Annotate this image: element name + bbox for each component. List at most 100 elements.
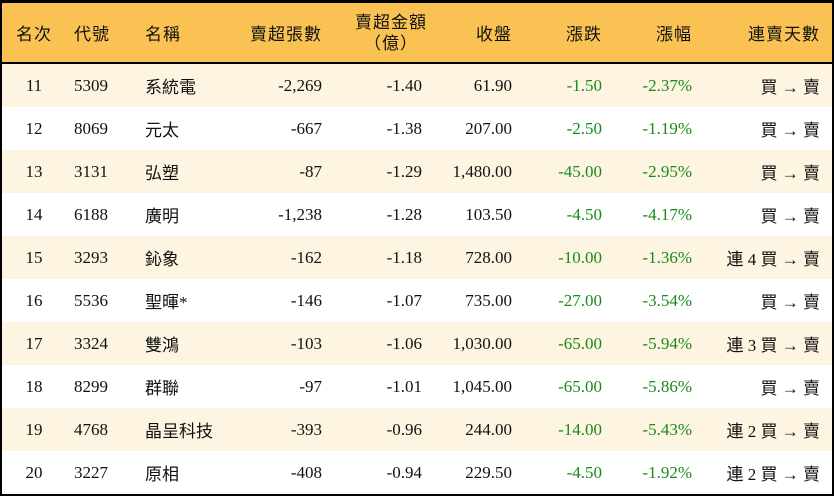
cell-change: -14.00 <box>558 419 602 439</box>
table-row[interactable]: 12 8069 元太 -667 -1.38 207.00 -2.50 -1.19% 買 → 賣 <box>2 107 832 150</box>
cell-pct: -5.94% <box>642 333 692 353</box>
cell-streak: 買 → 賣 <box>760 379 821 398</box>
cell-shares: -1,238 <box>278 204 322 224</box>
header-amount-line1: 賣超金額 <box>355 12 427 32</box>
cell-pct: -5.86% <box>642 376 692 396</box>
cell-streak: 連 2 買 → 賣 <box>726 422 821 441</box>
table-row[interactable]: 16 5536 聖暉* -146 -1.07 735.00 -27.00 -3.54% 買 → … <box>2 279 832 322</box>
header-change: 漲跌 <box>566 25 602 44</box>
cell-amount: -1.18 <box>386 247 422 267</box>
cell-rank: 19 <box>25 419 43 439</box>
cell-code: 4768 <box>74 419 108 439</box>
cell-name: 弘塑 <box>145 164 179 183</box>
cell-pct: -1.19% <box>642 118 692 138</box>
cell-code: 3227 <box>74 462 108 482</box>
cell-close: 229.50 <box>465 462 512 482</box>
cell-close: 728.00 <box>465 247 512 267</box>
cell-rank: 18 <box>25 376 43 396</box>
cell-amount: -1.29 <box>386 161 422 181</box>
cell-code: 3293 <box>74 247 108 267</box>
cell-change: -4.50 <box>566 462 602 482</box>
header-pct: 漲幅 <box>656 25 692 44</box>
cell-streak: 買 → 賣 <box>760 207 821 226</box>
cell-rank: 16 <box>25 290 43 310</box>
cell-shares: -393 <box>290 419 322 439</box>
cell-name: 晶呈科技 <box>145 422 213 441</box>
header-rank: 名次 <box>16 25 52 44</box>
cell-close: 207.00 <box>465 118 512 138</box>
header-code: 代號 <box>74 25 110 44</box>
cell-shares: -162 <box>290 247 322 267</box>
cell-change: -27.00 <box>558 290 602 310</box>
cell-pct: -2.37% <box>642 75 692 95</box>
cell-streak: 買 → 賣 <box>760 121 821 140</box>
cell-code: 5536 <box>74 290 108 310</box>
cell-close: 1,045.00 <box>452 376 513 396</box>
cell-rank: 14 <box>25 204 43 224</box>
header-streak: 連賣天數 <box>748 25 820 44</box>
cell-name: 原相 <box>145 465 179 484</box>
cell-code: 8299 <box>74 376 108 396</box>
cell-name: 系統電 <box>145 78 196 97</box>
cell-name: 廣明 <box>145 207 179 226</box>
cell-rank: 11 <box>25 75 43 95</box>
cell-pct: -1.92% <box>642 462 692 482</box>
cell-streak: 連 3 買 → 賣 <box>726 336 821 355</box>
cell-shares: -2,269 <box>278 75 322 95</box>
cell-pct: -1.36% <box>642 247 692 267</box>
cell-code: 3131 <box>74 161 108 181</box>
header-amount-line2: （億） <box>364 33 418 53</box>
cell-pct: -4.17% <box>642 204 692 224</box>
cell-rank: 13 <box>25 161 43 181</box>
table-row[interactable]: 11 5309 系統電 -2,269 -1.40 61.90 -1.50 -2.37% 買 → … <box>2 64 832 107</box>
table-row[interactable]: 14 6188 廣明 -1,238 -1.28 103.50 -4.50 -4.17% 買 → … <box>2 193 832 236</box>
cell-rank: 15 <box>25 247 43 267</box>
cell-pct: -3.54% <box>642 290 692 310</box>
cell-amount: -0.96 <box>386 419 422 439</box>
cell-streak: 買 → 賣 <box>760 78 821 97</box>
table-row[interactable]: 18 8299 群聯 -97 -1.01 1,045.00 -65.00 -5.86% 買 → … <box>2 365 832 408</box>
cell-name: 鈊象 <box>145 250 179 269</box>
header-amount: 賣超金額 （億） <box>355 3 427 62</box>
cell-amount: -1.07 <box>386 290 422 310</box>
cell-code: 6188 <box>74 204 108 224</box>
header-close: 收盤 <box>476 25 512 44</box>
cell-change: -2.50 <box>566 118 602 138</box>
cell-name: 雙鴻 <box>145 336 179 355</box>
table-row[interactable]: 13 3131 弘塑 -87 -1.29 1,480.00 -45.00 -2.95% 買 → … <box>2 150 832 193</box>
cell-shares: -146 <box>290 290 322 310</box>
cell-amount: -1.40 <box>386 75 422 95</box>
cell-shares: -97 <box>299 376 322 396</box>
cell-amount: -1.01 <box>386 376 422 396</box>
cell-streak: 連 4 買 → 賣 <box>726 250 821 269</box>
cell-amount: -1.38 <box>386 118 422 138</box>
table-row[interactable]: 17 3324 雙鴻 -103 -1.06 1,030.00 -65.00 -5.94% 連 3… <box>2 322 832 365</box>
cell-name: 元太 <box>145 121 179 140</box>
cell-rank: 20 <box>25 462 43 482</box>
cell-close: 1,480.00 <box>452 161 513 181</box>
cell-streak: 買 → 賣 <box>760 293 821 312</box>
table-header: 名次 代號 名稱 賣超張數 賣超金額 （億） 收盤 漲跌 漲幅 連賣天數 <box>2 3 832 64</box>
cell-code: 8069 <box>74 118 108 138</box>
table-row[interactable]: 15 3293 鈊象 -162 -1.18 728.00 -10.00 -1.36% 連 4 買… <box>2 236 832 279</box>
cell-name: 群聯 <box>145 379 179 398</box>
cell-rank: 17 <box>25 333 43 353</box>
header-shares: 賣超張數 <box>250 25 322 44</box>
cell-change: -45.00 <box>558 161 602 181</box>
cell-pct: -2.95% <box>642 161 692 181</box>
cell-code: 3324 <box>74 333 108 353</box>
cell-streak: 連 2 買 → 賣 <box>726 465 821 484</box>
cell-shares: -667 <box>290 118 322 138</box>
cell-change: -65.00 <box>558 333 602 353</box>
cell-streak: 買 → 賣 <box>760 164 821 183</box>
cell-shares: -87 <box>299 161 322 181</box>
cell-close: 61.90 <box>473 75 512 95</box>
cell-close: 244.00 <box>465 419 512 439</box>
table-row[interactable]: 20 3227 原相 -408 -0.94 229.50 -4.50 -1.92% 連 2 買 … <box>2 451 832 494</box>
table-row[interactable]: 19 4768 晶呈科技 -393 -0.96 244.00 -14.00 -5.43% 連 2… <box>2 408 832 451</box>
cell-close: 735.00 <box>465 290 512 310</box>
cell-name: 聖暉* <box>145 293 188 312</box>
cell-code: 5309 <box>74 75 108 95</box>
cell-pct: -5.43% <box>642 419 692 439</box>
